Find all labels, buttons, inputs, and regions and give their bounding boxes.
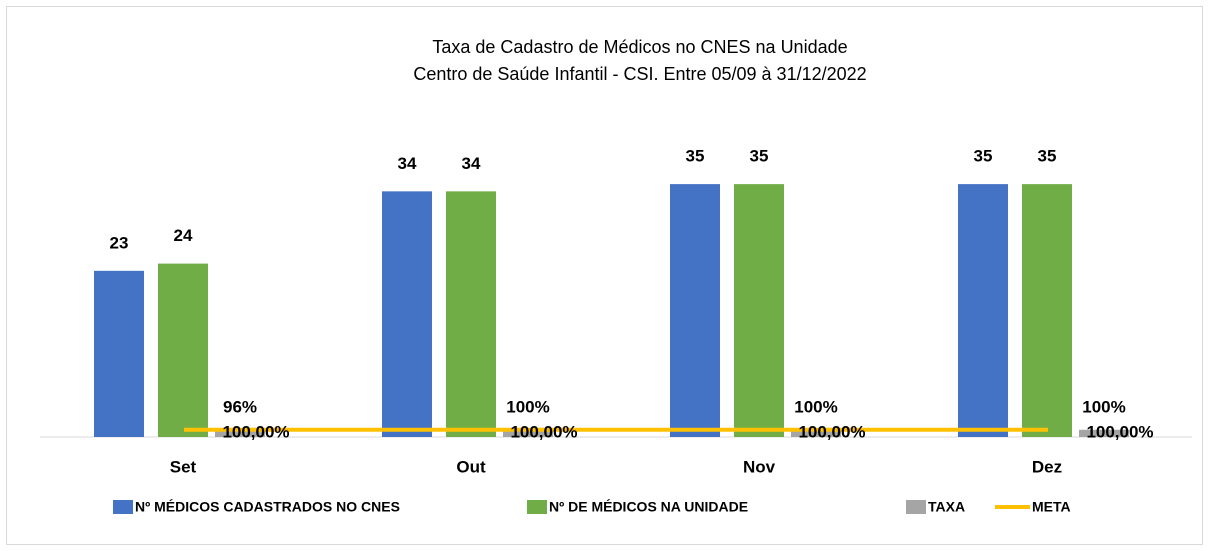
bar <box>1079 429 1129 437</box>
legend-label: META <box>1032 499 1071 515</box>
data-label: 100,00% <box>798 422 865 441</box>
bar <box>382 191 432 437</box>
x-tick-label: Nov <box>743 457 776 476</box>
chart-subtitle: Centro de Saúde Infantil - CSI. Entre 05… <box>413 64 866 84</box>
data-label: 100% <box>794 397 837 416</box>
bar <box>94 270 144 437</box>
bar <box>503 429 553 437</box>
data-label: 24 <box>174 226 193 245</box>
x-tick-label: Set <box>170 457 197 476</box>
bar <box>958 184 1008 437</box>
data-label: 100% <box>1082 397 1125 416</box>
data-label: 35 <box>750 147 769 166</box>
legend-swatch <box>906 500 926 514</box>
bar <box>446 191 496 437</box>
bar <box>670 184 720 437</box>
bar <box>158 263 208 437</box>
legend-swatch <box>113 500 133 514</box>
data-label: 100% <box>506 397 549 416</box>
bar <box>734 184 784 437</box>
legend-label: Nº MÉDICOS CADASTRADOS NO CNES <box>135 499 400 515</box>
data-label: 100,00% <box>510 422 577 441</box>
legend-label: Nº DE MÉDICOS NA UNIDADE <box>549 499 748 515</box>
bar <box>215 430 265 437</box>
bar <box>791 429 841 437</box>
data-label: 34 <box>398 154 417 173</box>
data-label: 23 <box>110 233 129 252</box>
data-label: 35 <box>1038 147 1057 166</box>
data-label: 100,00% <box>222 422 289 441</box>
data-label: 35 <box>686 147 705 166</box>
x-tick-label: Out <box>456 457 486 476</box>
x-tick-label: Dez <box>1032 457 1062 476</box>
data-label: 35 <box>974 147 993 166</box>
chart-title: Taxa de Cadastro de Médicos no CNES na U… <box>432 37 847 57</box>
bar <box>1022 184 1072 437</box>
data-label: 96% <box>223 397 257 416</box>
legend-swatch <box>527 500 547 514</box>
data-label: 100,00% <box>1086 422 1153 441</box>
data-label: 34 <box>462 154 481 173</box>
legend-label: TAXA <box>928 499 965 515</box>
